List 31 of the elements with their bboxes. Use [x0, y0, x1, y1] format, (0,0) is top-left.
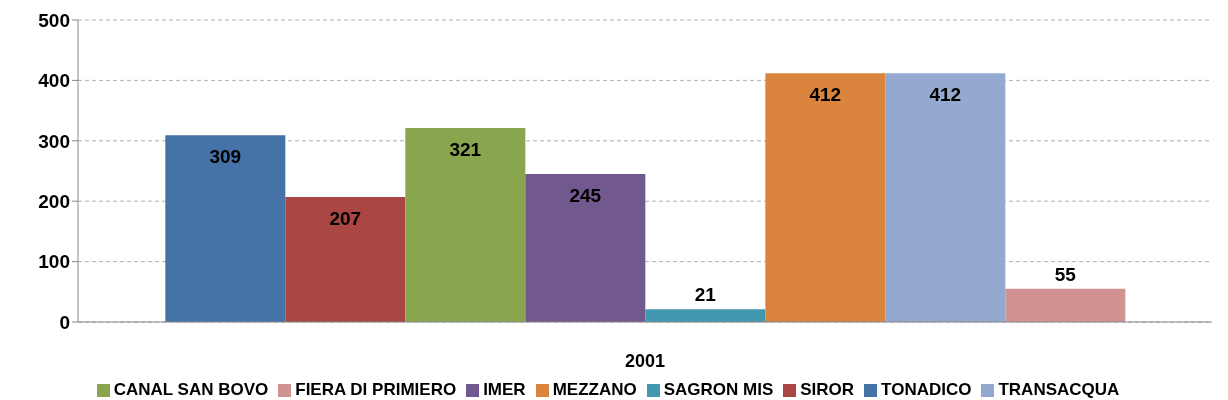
y-tick-label: 0: [59, 311, 70, 333]
bar: [1005, 288, 1126, 322]
data-label: 245: [569, 185, 602, 207]
legend-label: TRANSACQUA: [998, 380, 1120, 399]
y-tick-label: 400: [38, 70, 70, 92]
legend-label: IMER: [483, 380, 526, 399]
x-tick-label: 2001: [624, 350, 666, 371]
legend-label: TONADICO: [881, 380, 972, 399]
data-label: 412: [929, 84, 962, 106]
y-tick-label: 200: [38, 190, 70, 212]
bar: [645, 309, 766, 322]
data-label: 207: [329, 207, 362, 229]
bar: [405, 128, 526, 322]
data-label: 412: [809, 84, 842, 106]
bar: [525, 174, 646, 322]
bar: [765, 73, 886, 322]
legend-label: SAGRON MIS: [663, 380, 774, 399]
legend-label: FIERA DI PRIMIERO: [295, 380, 457, 399]
data-label: 309: [209, 146, 242, 168]
legend-label: MEZZANO: [552, 380, 637, 399]
y-tick-label: 300: [38, 130, 70, 152]
bar: [885, 73, 1006, 322]
data-label: 321: [449, 139, 482, 161]
data-label: 55: [1054, 263, 1077, 285]
bar: [285, 196, 406, 322]
bar: [165, 135, 286, 322]
data-label: 21: [694, 284, 717, 306]
y-tick-label: 500: [38, 9, 70, 31]
legend-label: SIROR: [800, 380, 855, 399]
y-tick-label: 100: [38, 251, 70, 273]
legend-label: CANAL SAN BOVO: [113, 380, 269, 399]
